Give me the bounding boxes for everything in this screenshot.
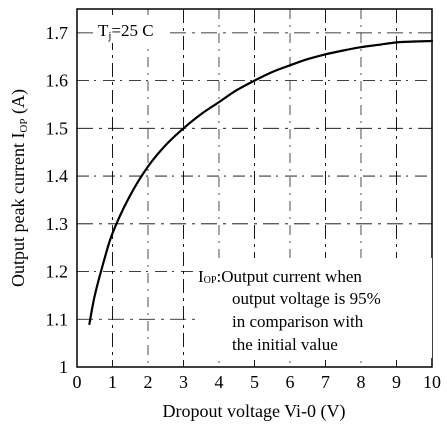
series-line-1 — [88, 39, 434, 326]
y-tick-label: 1.1 — [46, 309, 69, 329]
y-axis-title: Output peak current IOP (A) — [8, 89, 30, 287]
condition-label-sub: j — [107, 30, 111, 42]
x-tick-label: 3 — [179, 372, 188, 392]
x-tick-labels: 0 1 2 3 4 5 6 7 8 9 10 — [73, 372, 442, 392]
y-axis-title-main: Output peak current I — [8, 133, 28, 287]
y-tick-label: 1.3 — [46, 214, 69, 234]
y-axis-title-sub: OP — [18, 118, 30, 132]
condition-label: Tj=25 C — [98, 21, 154, 42]
x-tick-label: 9 — [392, 372, 401, 392]
y-tick-label: 1.4 — [46, 166, 69, 186]
x-tick-label: 5 — [250, 372, 259, 392]
y-tick-label: 1.5 — [46, 118, 69, 138]
note-line-1-text: :Output current when — [216, 267, 362, 286]
note-prefix-sub: OP — [204, 275, 217, 286]
note-line-3: in comparison with — [232, 312, 364, 331]
y-tick-label: 1.7 — [46, 23, 69, 43]
x-tick-label: 7 — [321, 372, 330, 392]
note-line-2: output voltage is 95% — [232, 289, 381, 308]
x-tick-label: 8 — [357, 372, 366, 392]
note-background — [195, 258, 432, 358]
x-tick-label: 4 — [215, 372, 224, 392]
curve-layer — [88, 39, 434, 326]
condition-label-background — [93, 15, 169, 43]
note-line-1: IOP:Output current when — [198, 267, 362, 286]
y-tick-label: 1.6 — [46, 71, 69, 91]
plot-frame — [76, 8, 433, 368]
x-tick-label: 1 — [108, 372, 117, 392]
x-tick-label: 0 — [73, 372, 82, 392]
x-tick-label: 6 — [286, 372, 295, 392]
y-tick-labels: 1.7 1.6 1.5 1.4 1.3 1.2 1.1 1 — [46, 23, 69, 377]
note-line-4: the initial value — [232, 335, 338, 354]
condition-label-rest: =25 C — [111, 21, 153, 40]
x-tick-label: 2 — [144, 372, 153, 392]
x-tick-label: 10 — [423, 372, 441, 392]
y-tick-label: 1 — [59, 357, 68, 377]
y-tick-label: 1.2 — [46, 262, 69, 282]
note-prefix: I — [198, 267, 204, 286]
condition-label-main: T — [98, 21, 109, 40]
x-axis-title: Dropout voltage Vi-0 (V) — [162, 401, 345, 422]
y-axis-title-unit: (A) — [8, 89, 29, 119]
